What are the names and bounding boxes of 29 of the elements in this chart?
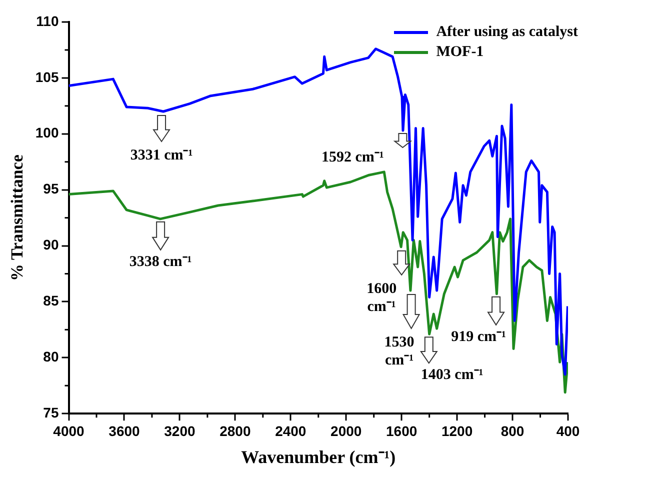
x-tick-label: 2400 (275, 422, 306, 439)
x-tick-label: 4000 (53, 422, 85, 439)
y-tick-label: 105 (35, 68, 59, 85)
x-tick-label: 1200 (441, 422, 473, 439)
y-tick-label: 110 (36, 12, 59, 29)
x-axis-title: Wavenumber (cm⁻¹) (241, 446, 396, 467)
x-tick-label: 2800 (220, 422, 251, 439)
annotation: 1403 cm⁻¹ (420, 367, 484, 384)
x-tick-label: 2000 (330, 422, 362, 439)
x-tick-label: 800 (500, 422, 524, 439)
y-tick-label: 95 (43, 180, 59, 197)
annotation: 1530 cm⁻¹ (384, 334, 414, 368)
x-tick-label: 3600 (108, 422, 140, 439)
y-tick-label: 75 (43, 404, 59, 420)
y-tick-label: 85 (43, 292, 59, 309)
annotation: 3331 cm⁻¹ (130, 147, 193, 164)
y-tick-label: 100 (35, 124, 59, 141)
annotation: 3338 cm⁻¹ (129, 254, 192, 270)
y-axis-title: % Transmittance (8, 154, 27, 281)
annotation: 1600 cm⁻¹ (366, 280, 397, 315)
x-tick-label: 400 (556, 422, 580, 439)
y-tick-label: 90 (43, 236, 59, 253)
x-tick-label: 3200 (164, 422, 196, 439)
legend-label: After using as catalyst (436, 24, 578, 40)
annotation: 1592 cm⁻¹ (321, 149, 384, 166)
legend-label: MOF-1 (436, 44, 484, 60)
y-tick-label: 80 (43, 348, 59, 365)
annotation: 919 cm⁻¹ (451, 328, 506, 345)
x-tick-label: 1600 (386, 422, 418, 439)
